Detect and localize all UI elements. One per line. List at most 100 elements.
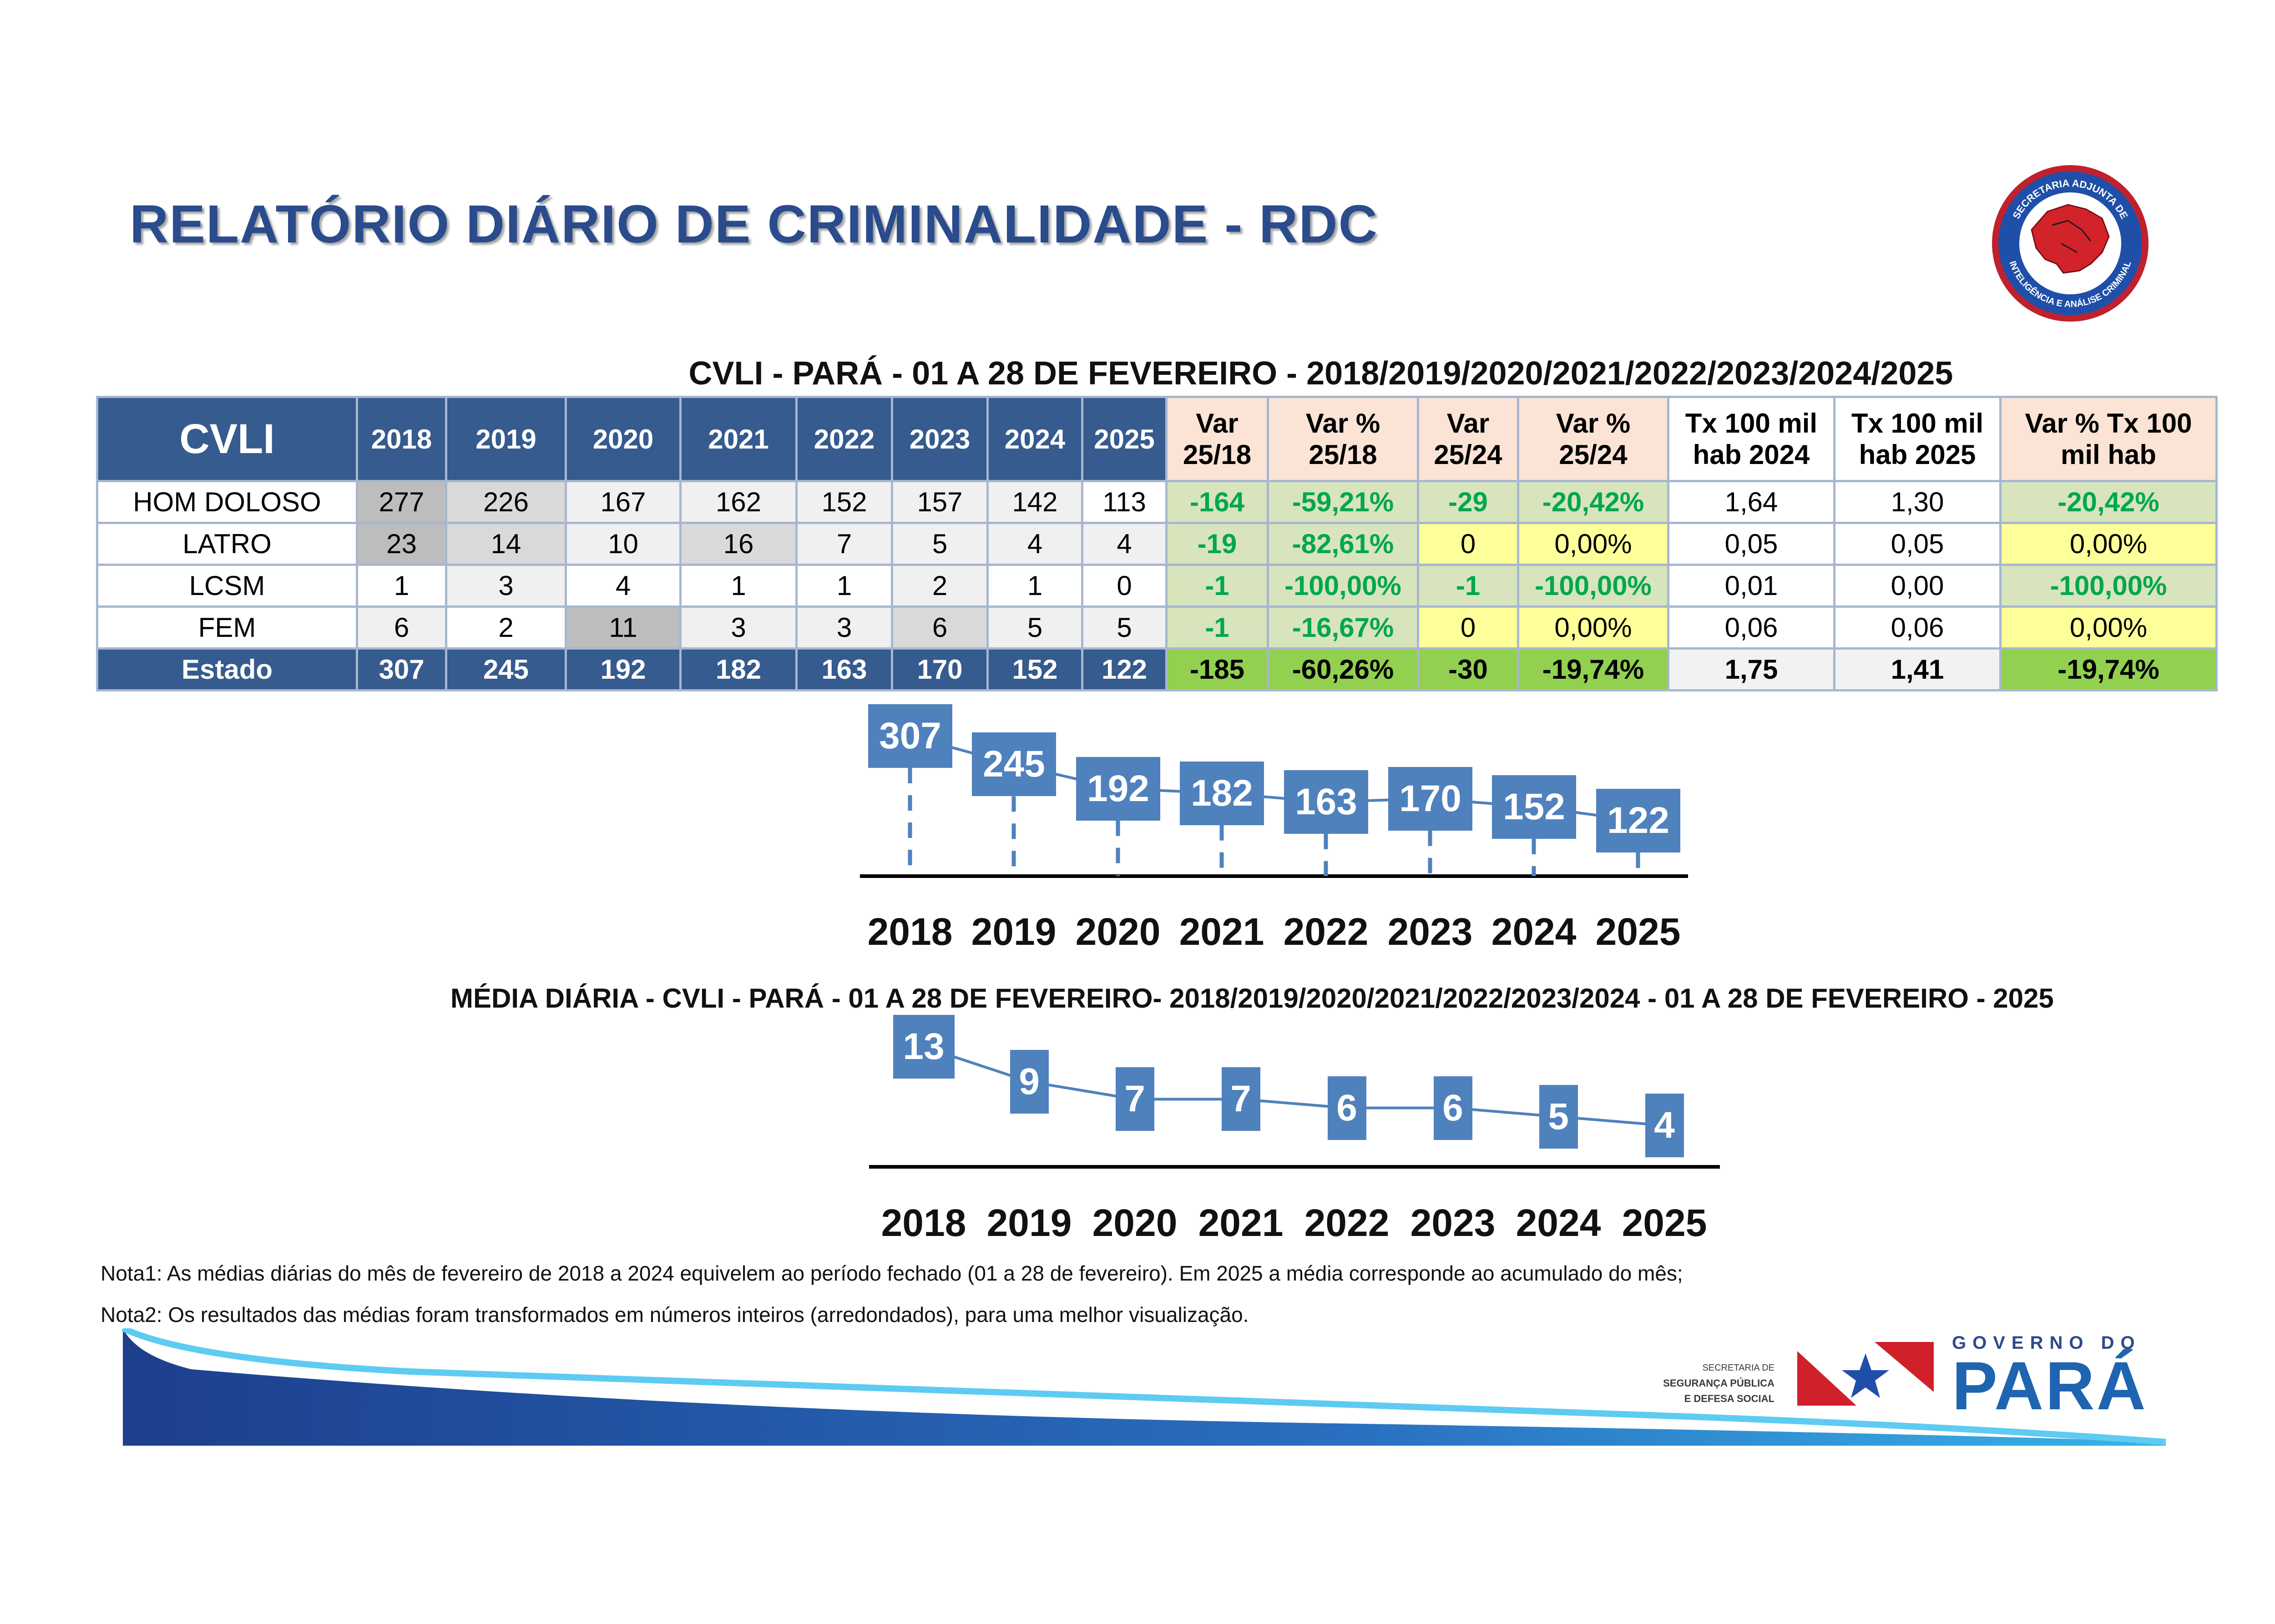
table-cell: 10 bbox=[565, 522, 682, 566]
table-cell: 182 bbox=[679, 647, 798, 691]
table-cell: 3 bbox=[445, 564, 567, 608]
table-cell: -1 bbox=[1165, 564, 1269, 608]
governo-text: GOVERNO DO bbox=[1952, 1333, 2141, 1353]
table-row: HOM DOLOSO 277 226 167 162 152 157 142 1… bbox=[96, 480, 2218, 524]
header-var-25-24: Var 25/24 bbox=[1417, 396, 1519, 482]
table-cell: -164 bbox=[1165, 480, 1269, 524]
data-label: 7 bbox=[1115, 1067, 1154, 1131]
table-cell: 1 bbox=[356, 564, 447, 608]
table-header-row: CVLI 2018 2019 2020 2021 2022 2023 2024 … bbox=[96, 396, 2218, 482]
cvli-table: CVLI 2018 2019 2020 2021 2022 2023 2024 … bbox=[96, 396, 2218, 691]
table-cell: -16,67% bbox=[1267, 605, 1419, 650]
table-cell: 226 bbox=[445, 480, 567, 524]
header-year: 2025 bbox=[1081, 396, 1168, 482]
table-cell: 4 bbox=[565, 564, 682, 608]
table-cell: 1 bbox=[986, 564, 1083, 608]
table-cell: 1 bbox=[679, 564, 798, 608]
table-cell: 122 bbox=[1081, 647, 1168, 691]
footer-wave bbox=[121, 1328, 2166, 1446]
table-cell: 5 bbox=[891, 522, 989, 566]
table-cell: 113 bbox=[1081, 480, 1168, 524]
page-title: RELATÓRIO DIÁRIO DE CRIMINALIDADE - RDC bbox=[130, 194, 1378, 254]
table-cell: -100,00% bbox=[1517, 564, 1669, 608]
x-tick-label: 2023 bbox=[1410, 1201, 1496, 1244]
table-cell: 2 bbox=[445, 605, 567, 650]
table-cell: -59,21% bbox=[1267, 480, 1419, 524]
table-cell: 170 bbox=[891, 647, 989, 691]
header-year: 2020 bbox=[565, 396, 682, 482]
x-tick-label: 2024 bbox=[1516, 1201, 1601, 1244]
table-cell: 16 bbox=[679, 522, 798, 566]
table-cell: 14 bbox=[445, 522, 567, 566]
table-cell: 1,30 bbox=[1833, 480, 2002, 524]
data-label: 182 bbox=[1180, 761, 1264, 825]
table-cell: 157 bbox=[891, 480, 989, 524]
table-cell: 1 bbox=[795, 564, 893, 608]
data-label: 307 bbox=[868, 704, 952, 768]
table-cell: -19 bbox=[1165, 522, 1269, 566]
table-cell: 4 bbox=[986, 522, 1083, 566]
table-cell: 6 bbox=[356, 605, 447, 650]
row-label: FEM bbox=[96, 605, 358, 650]
header-tx-2024: Tx 100 mil hab 2024 bbox=[1667, 396, 1835, 482]
table-cell: 152 bbox=[795, 480, 893, 524]
table-cell: 3 bbox=[679, 605, 798, 650]
table-cell: -1 bbox=[1165, 605, 1269, 650]
header-var-25-18: Var 25/18 bbox=[1165, 396, 1269, 482]
data-label: 6 bbox=[1433, 1076, 1472, 1140]
table-cell: 152 bbox=[986, 647, 1083, 691]
table-cell: -19,74% bbox=[1999, 647, 2218, 691]
table-cell: 163 bbox=[795, 647, 893, 691]
table-cell: 5 bbox=[986, 605, 1083, 650]
header-year: 2022 bbox=[795, 396, 893, 482]
x-tick-label: 2020 bbox=[1092, 1201, 1178, 1244]
table-cell: 1,75 bbox=[1667, 647, 1835, 691]
table-total-row: Estado 307 245 192 182 163 170 152 122 -… bbox=[96, 647, 2218, 691]
table-cell: 277 bbox=[356, 480, 447, 524]
header-varp-25-24: Var % 25/24 bbox=[1517, 396, 1669, 482]
table-cell: -29 bbox=[1417, 480, 1519, 524]
header-cvli: CVLI bbox=[96, 396, 358, 482]
row-label: LCSM bbox=[96, 564, 358, 608]
data-label: 6 bbox=[1327, 1076, 1366, 1140]
table-cell: -1 bbox=[1417, 564, 1519, 608]
note-2: Nota2: Os resultados das médias foram tr… bbox=[101, 1303, 1249, 1326]
table-cell: -60,26% bbox=[1267, 647, 1419, 691]
table-cell: 245 bbox=[445, 647, 567, 691]
table-cell: 2 bbox=[891, 564, 989, 608]
table-cell: -100,00% bbox=[1999, 564, 2218, 608]
data-label: 5 bbox=[1539, 1084, 1578, 1149]
table-cell: 307 bbox=[356, 647, 447, 691]
table-row: LATRO 23 14 10 16 7 5 4 4 -19 -82,61% 0 … bbox=[96, 522, 2218, 566]
table-cell: 11 bbox=[565, 605, 682, 650]
table-cell: 0,00% bbox=[1999, 522, 2218, 566]
table-cell: -82,61% bbox=[1267, 522, 1419, 566]
table-cell: 0,00% bbox=[1517, 522, 1669, 566]
table-cell: -100,00% bbox=[1267, 564, 1419, 608]
data-label: 9 bbox=[1010, 1049, 1049, 1114]
table-cell: 3 bbox=[795, 605, 893, 650]
daily-average-title: MÉDIA DIÁRIA - CVLI - PARÁ - 01 A 28 DE … bbox=[450, 983, 2054, 1014]
x-tick-label: 2025 bbox=[1622, 1201, 1707, 1244]
table-cell: 0 bbox=[1081, 564, 1168, 608]
header-year: 2018 bbox=[356, 396, 447, 482]
row-label: HOM DOLOSO bbox=[96, 480, 358, 524]
table-cell: 1,41 bbox=[1833, 647, 2002, 691]
x-tick-label: 2021 bbox=[1198, 1201, 1284, 1244]
para-flag-logo bbox=[1797, 1342, 1934, 1406]
data-label: 163 bbox=[1284, 770, 1368, 834]
table-cell: 142 bbox=[986, 480, 1083, 524]
x-tick-label: 2023 bbox=[1387, 910, 1473, 953]
table-cell: 6 bbox=[891, 605, 989, 650]
data-label: 7 bbox=[1221, 1067, 1260, 1131]
table-cell: 0,00% bbox=[1517, 605, 1669, 650]
x-tick-label: 2019 bbox=[986, 1201, 1072, 1244]
table-cell: 0,01 bbox=[1667, 564, 1835, 608]
header-year: 2023 bbox=[891, 396, 989, 482]
header-year: 2019 bbox=[445, 396, 567, 482]
x-tick-label: 2019 bbox=[971, 910, 1057, 953]
table-cell: 0,00 bbox=[1833, 564, 2002, 608]
table-cell: -19,74% bbox=[1517, 647, 1669, 691]
x-tick-label: 2022 bbox=[1304, 1201, 1390, 1244]
header-var-tx: Var % Tx 100 mil hab bbox=[1999, 396, 2218, 482]
